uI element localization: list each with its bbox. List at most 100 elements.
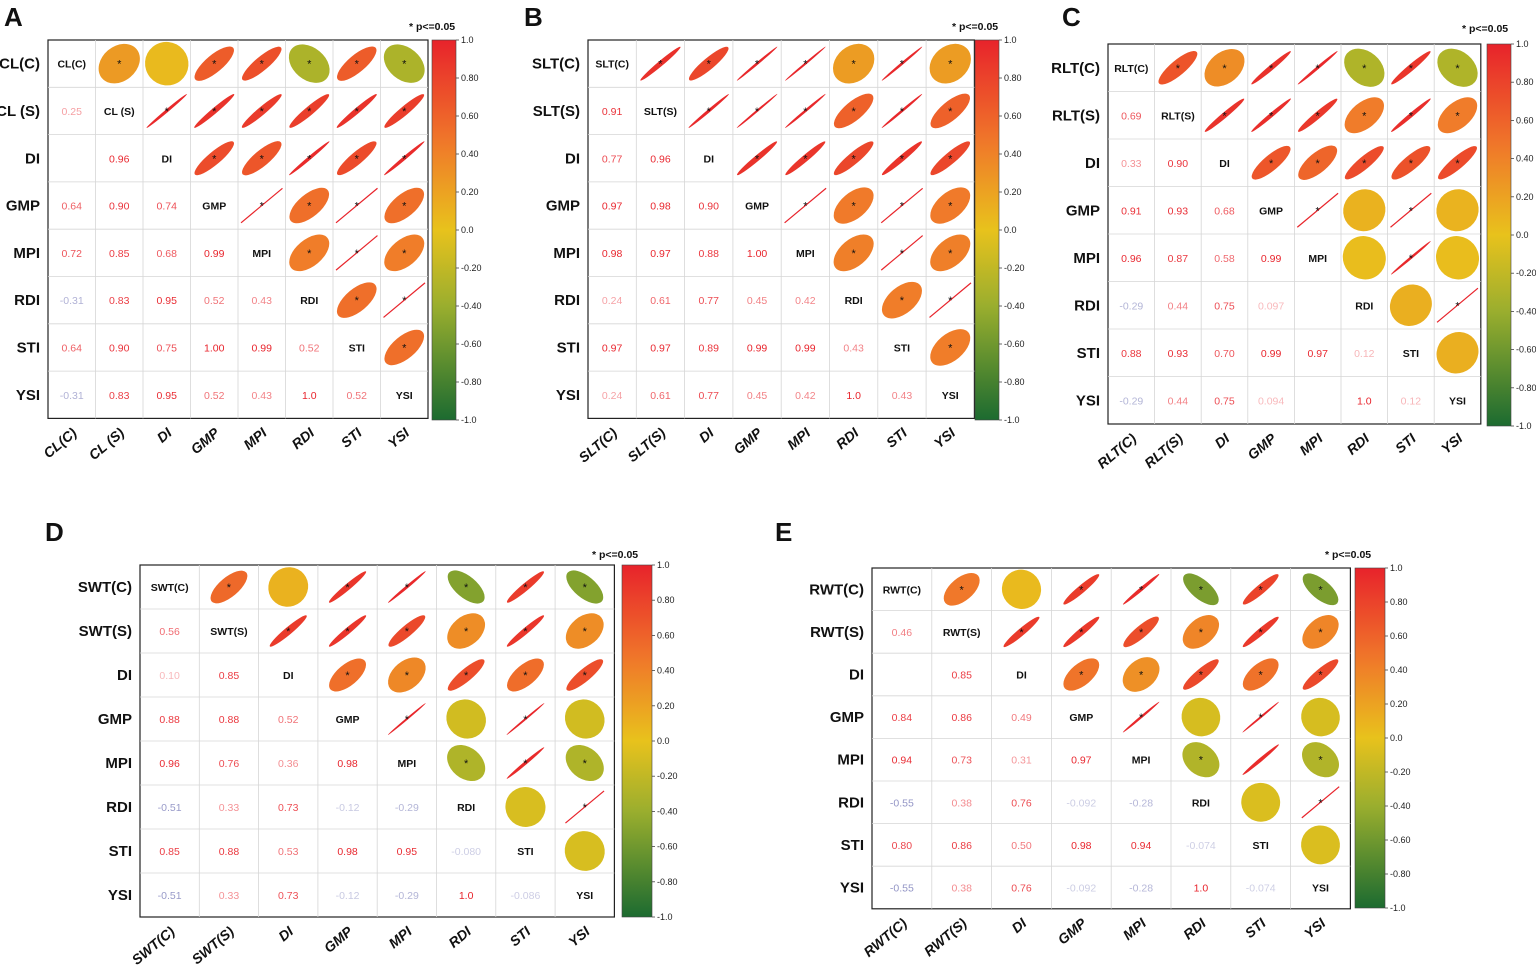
significance-star: * bbox=[1409, 110, 1414, 122]
correlation-ellipse bbox=[1344, 146, 1384, 180]
significance-note: * p<=0.05 bbox=[1325, 549, 1371, 561]
correlation-value: 0.99 bbox=[1261, 253, 1282, 265]
significance-star: * bbox=[1409, 158, 1414, 170]
correlation-value: 0.87 bbox=[1168, 253, 1189, 265]
correlation-ellipse bbox=[1302, 659, 1339, 690]
correlation-value: 0.80 bbox=[892, 840, 913, 852]
correlation-value: -0.12 bbox=[336, 890, 360, 902]
significance-star: * bbox=[402, 201, 407, 213]
correlation-value: 0.96 bbox=[159, 758, 180, 770]
correlation-ellipse bbox=[1438, 146, 1477, 180]
correlation-value: 1.00 bbox=[204, 342, 225, 354]
significance-star: * bbox=[1455, 63, 1460, 75]
correlation-value: 0.91 bbox=[1121, 205, 1142, 217]
colorbar-tick-label: 1.0 bbox=[1390, 563, 1403, 573]
correlation-ellipse bbox=[506, 747, 545, 779]
correlation-value: 0.52 bbox=[278, 714, 299, 726]
diagonal-label: RDI bbox=[1355, 300, 1373, 312]
correlation-value: -0.51 bbox=[158, 802, 182, 814]
correlation-ellipse bbox=[336, 282, 377, 318]
row-label: YSI bbox=[16, 387, 40, 404]
correlation-value: 0.52 bbox=[204, 295, 225, 307]
correlation-value: 0.99 bbox=[795, 342, 816, 354]
colorbar-tick-label: 0.80 bbox=[657, 595, 675, 605]
significance-star: * bbox=[1316, 205, 1321, 217]
significance-star: * bbox=[900, 201, 905, 213]
correlation-ellipse bbox=[736, 93, 778, 129]
correlation-ellipse bbox=[210, 570, 248, 604]
column-label: DI bbox=[154, 424, 176, 446]
significance-star: * bbox=[464, 758, 469, 770]
correlation-value: 0.95 bbox=[157, 390, 178, 402]
correlation-value: 0.86 bbox=[951, 712, 972, 724]
correlation-value: 0.75 bbox=[1214, 395, 1235, 407]
correlation-ellipse bbox=[688, 93, 729, 128]
colorbar-tick-label: 0.20 bbox=[461, 187, 479, 197]
panel-letter: D bbox=[45, 517, 64, 547]
panel-letter: E bbox=[775, 517, 792, 547]
significance-star: * bbox=[405, 670, 410, 682]
diagonal-label: RWT(C) bbox=[883, 584, 921, 596]
correlation-ellipse bbox=[241, 94, 282, 128]
correlation-ellipse bbox=[880, 235, 924, 271]
significance-star: * bbox=[260, 59, 265, 71]
diagonal-label: MPI bbox=[796, 248, 815, 260]
correlation-value: 0.49 bbox=[1011, 712, 1032, 724]
colorbar bbox=[1486, 43, 1512, 427]
significance-star: * bbox=[355, 106, 360, 118]
correlation-value: 1.0 bbox=[1357, 395, 1372, 407]
colorbar-tick-label: 0.40 bbox=[657, 666, 675, 676]
correlation-ellipse bbox=[337, 46, 377, 81]
diagonal-label: SLT(S) bbox=[644, 106, 677, 118]
correlation-ellipse bbox=[1001, 569, 1042, 609]
correlation-value: 0.097 bbox=[1258, 300, 1284, 312]
significance-star: * bbox=[1318, 627, 1323, 639]
row-label: DI bbox=[849, 667, 864, 684]
column-label: YSI bbox=[385, 424, 413, 451]
correlation-value: 0.68 bbox=[157, 248, 178, 260]
panel-d: D * p<=0.05 SWT(C) * * * * * * 0.56 SWT(S) * * * * * * 0.… bbox=[45, 517, 678, 968]
correlation-value: 0.99 bbox=[1261, 348, 1282, 360]
colorbar-tick-label: 0.40 bbox=[461, 149, 479, 159]
significance-star: * bbox=[355, 295, 360, 307]
colorbar-tick-label: -0.80 bbox=[461, 377, 482, 387]
correlation-value: -0.55 bbox=[890, 883, 914, 895]
correlation-value: -0.29 bbox=[1119, 300, 1143, 312]
correlation-value: -0.074 bbox=[1186, 840, 1216, 852]
correlation-value: 0.52 bbox=[347, 390, 368, 402]
correlation-ellipse bbox=[832, 43, 875, 84]
significance-star: * bbox=[307, 106, 312, 118]
correlation-ellipse bbox=[1344, 48, 1385, 87]
correlation-value: 1.0 bbox=[846, 390, 861, 402]
column-label: RWT(C) bbox=[860, 915, 910, 960]
correlation-ellipse bbox=[383, 44, 425, 83]
correlation-value: 0.33 bbox=[1121, 158, 1142, 170]
significance-star: * bbox=[1199, 584, 1204, 596]
colorbar bbox=[974, 39, 1000, 421]
correlation-ellipse bbox=[1241, 782, 1281, 822]
correlation-value: 0.61 bbox=[650, 295, 671, 307]
correlation-value: 0.88 bbox=[159, 714, 180, 726]
column-label: SLT(S) bbox=[624, 424, 668, 465]
correlation-ellipse bbox=[329, 658, 367, 692]
colorbar-tick-label: -0.80 bbox=[1390, 869, 1411, 879]
correlation-ellipse bbox=[881, 93, 923, 128]
correlation-value: 0.99 bbox=[747, 342, 768, 354]
diagonal-label: RDI bbox=[1192, 797, 1210, 809]
significance-star: * bbox=[1079, 670, 1084, 682]
significance-star: * bbox=[707, 106, 712, 118]
correlation-value: 0.69 bbox=[1121, 110, 1142, 122]
colorbar-tick-label: -0.40 bbox=[657, 806, 678, 816]
correlation-value: 0.83 bbox=[109, 295, 130, 307]
correlation-ellipse bbox=[1063, 574, 1100, 605]
colorbar-tick-label: -0.60 bbox=[1390, 835, 1411, 845]
correlation-value: 0.38 bbox=[951, 883, 972, 895]
significance-star: * bbox=[402, 295, 407, 307]
significance-star: * bbox=[212, 59, 217, 71]
row-label: MPI bbox=[105, 755, 132, 772]
significance-star: * bbox=[464, 626, 469, 638]
panel-a: A * p<=0.05 CL(C) * * * * * * 0.25 CL (S) * * * * * * 0.9… bbox=[0, 2, 482, 463]
correlation-ellipse bbox=[1391, 98, 1431, 132]
correlation-ellipse bbox=[384, 329, 425, 366]
correlation-value: 0.77 bbox=[602, 153, 623, 165]
